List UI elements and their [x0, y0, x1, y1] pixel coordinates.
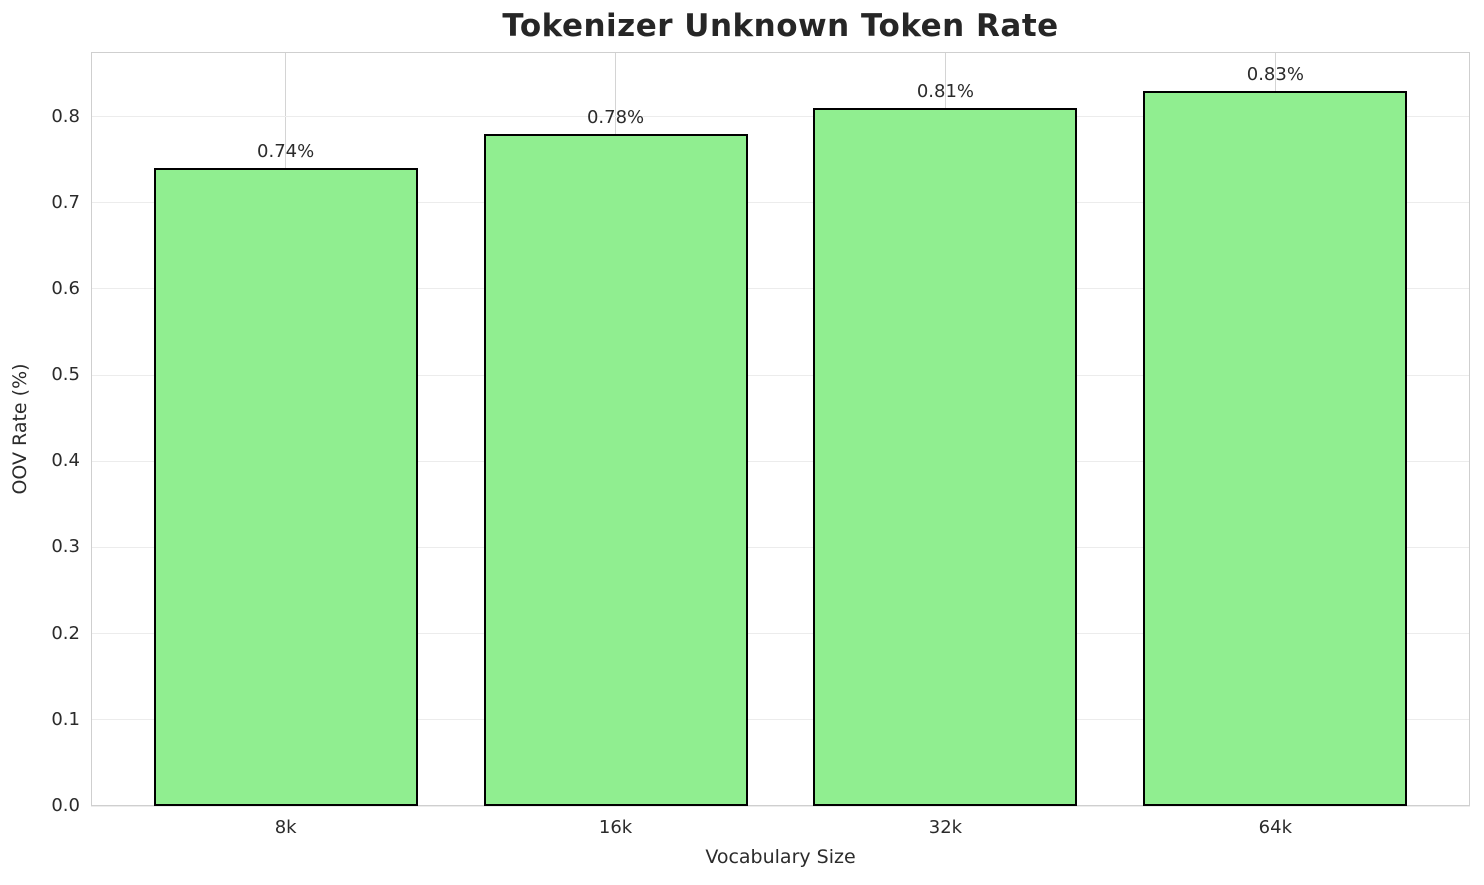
bar	[483, 133, 748, 806]
y-tick-label: 0.8	[51, 105, 80, 127]
x-tick-label: 32k	[928, 817, 963, 838]
gridline-horizontal	[91, 633, 1470, 635]
bar	[1143, 90, 1408, 806]
y-tick-label: 0.1	[51, 708, 80, 730]
x-tick-label: 64k	[1258, 817, 1292, 838]
y-tick-label: 0.7	[51, 191, 80, 213]
x-tick-label: 8k	[274, 817, 297, 838]
gridline-horizontal	[91, 116, 1470, 118]
gridline-horizontal	[91, 460, 1470, 462]
y-tick-label: 0.3	[51, 536, 80, 558]
chart-title: Tokenizer Unknown Token Rate	[502, 8, 1059, 44]
y-tick-label: 0.2	[51, 622, 80, 644]
y-tick-label: 0.6	[51, 277, 80, 299]
y-tick-label: 0.0	[51, 795, 80, 816]
gridline-horizontal	[91, 546, 1470, 548]
bar-value-label: 0.78%	[586, 106, 645, 128]
x-tick-label: 16k	[598, 817, 633, 838]
bar-value-label: 0.83%	[1246, 63, 1304, 85]
y-tick-label: 0.5	[51, 364, 80, 386]
x-axis-label: Vocabulary Size	[705, 846, 856, 868]
bar-value-label: 0.81%	[916, 81, 975, 102]
bar	[813, 108, 1078, 806]
gridline-horizontal	[91, 805, 1470, 807]
gridline-horizontal	[91, 374, 1470, 376]
gridline-horizontal	[91, 719, 1470, 721]
gridline-horizontal	[91, 288, 1470, 290]
gridline-horizontal	[91, 202, 1470, 204]
y-tick-label: 0.4	[51, 450, 80, 472]
bar-value-label: 0.74%	[257, 141, 315, 163]
bar	[153, 168, 418, 806]
